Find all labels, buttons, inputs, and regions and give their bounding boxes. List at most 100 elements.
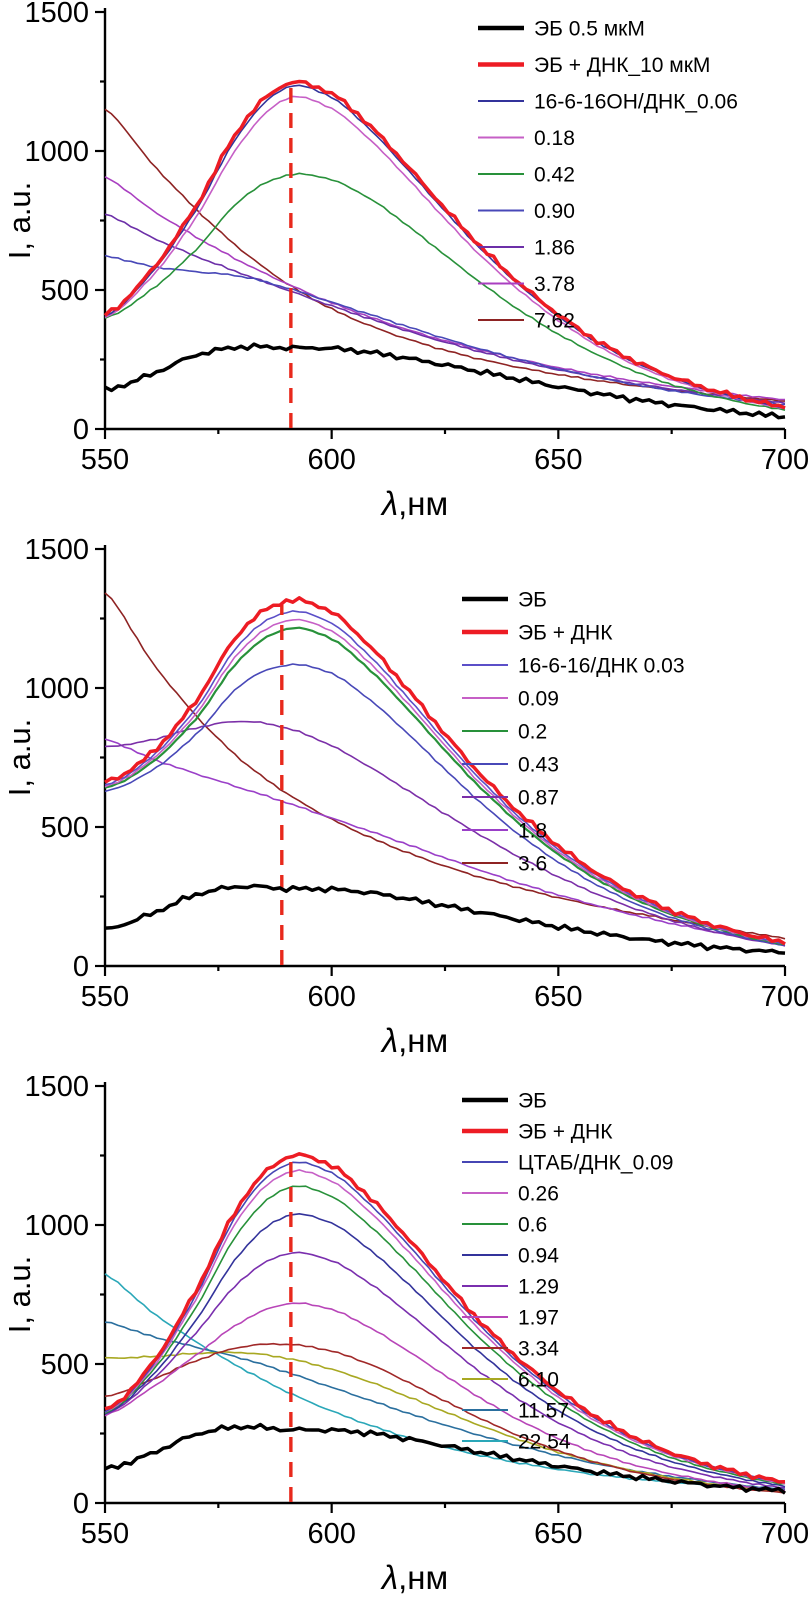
- y-tick-label: 0: [73, 951, 89, 983]
- legend-label: 11.57: [518, 1400, 569, 1423]
- legend-label: 0.42: [534, 164, 575, 187]
- y-axis-title: I, a.u.: [2, 1256, 37, 1334]
- legend-item: 6.10: [462, 1369, 559, 1392]
- y-tick-label: 1500: [24, 1074, 89, 1103]
- series-line: [104, 626, 786, 946]
- legend-label: 0.09: [518, 688, 559, 711]
- tick-marks: [95, 547, 787, 976]
- series-line: [104, 738, 786, 945]
- y-tick-label: 1000: [24, 136, 89, 168]
- legend-label: ЭБ + ДНК_10 мкМ: [534, 54, 710, 77]
- legend-item: 1.8: [462, 820, 547, 843]
- y-axis-title: I, a.u.: [2, 719, 37, 797]
- legend-label: ЭБ + ДНК: [518, 1121, 613, 1144]
- legend-label: 0.43: [518, 754, 559, 777]
- series-line: [104, 1422, 787, 1495]
- axes: [103, 545, 785, 968]
- series-line: [104, 1169, 786, 1485]
- legend-label: 1.8: [518, 820, 547, 843]
- legend: ЭБ 0.5 мкМ ЭБ + ДНК_10 мкМ 16-6-16OH/ДНК_0…: [478, 18, 738, 333]
- x-tick-label: 600: [307, 981, 355, 1013]
- legend-item: 0.2: [462, 721, 547, 744]
- y-tick-label: 1000: [24, 1210, 89, 1242]
- legend: ЭБ ЭБ + ДНК 16-6-16/ДНК 0.03 0.09 0.2 0.43 0.8…: [462, 589, 685, 876]
- series-line: [104, 663, 786, 947]
- series-line: [104, 1161, 786, 1484]
- x-tick-label: 550: [81, 1518, 129, 1550]
- series-line: [104, 254, 786, 406]
- legend-item: ЭБ 0.5 мкМ: [478, 18, 645, 41]
- legend-item: 16-6-16OH/ДНК_0.06: [478, 91, 738, 114]
- x-tick-label: 550: [81, 444, 129, 476]
- spectra-chart-svg: 550 600 650 700 0 500 1000 1500 λ,нм I, a.u. ЭБ ЭБ …: [2, 537, 809, 1059]
- series-line: [104, 342, 786, 420]
- series-line: [104, 172, 786, 411]
- series-line: [104, 1152, 786, 1484]
- series-line: [104, 592, 786, 940]
- legend-label: 3.6: [518, 853, 547, 876]
- x-axis-title: λ,нм: [380, 1559, 448, 1596]
- legend-item: 22.54: [462, 1431, 571, 1454]
- y-tick-label: 500: [41, 275, 89, 307]
- series-line: [104, 95, 786, 410]
- x-tick-label: 700: [761, 981, 809, 1013]
- legend-item: 3.6: [462, 853, 547, 876]
- legend-label: 1.86: [534, 237, 575, 260]
- tick-labels: 550 600 650 700 0 500 1000 1500: [24, 537, 809, 1013]
- series-line: [104, 213, 786, 405]
- legend-label: ЭБ + ДНК: [518, 622, 613, 645]
- x-tick-label: 600: [307, 444, 355, 476]
- legend-item: 0.94: [462, 1245, 559, 1268]
- legend-item: ЭБ + ДНК: [462, 622, 613, 645]
- chart-bottom-CTAB: 550 600 650 700 0 500 1000 1500 λ,нм I, a.u. ЭБ ЭБ …: [0, 1074, 810, 1611]
- legend-label: 22.54: [518, 1431, 571, 1454]
- spectra-chart-svg: 550 600 650 700 0 500 1000 1500 λ,нм I, a.u. ЭБ ЭБ …: [2, 1074, 809, 1596]
- legend-item: 0.87: [462, 787, 559, 810]
- legend-item: 1.86: [478, 237, 575, 260]
- x-axis-title: λ,нм: [380, 485, 448, 522]
- legend-item: 1.97: [462, 1307, 559, 1330]
- legend: ЭБ ЭБ + ДНК ЦТАБ/ДНК_0.09 0.26 0.6 0.94 1.29 1.…: [462, 1090, 673, 1454]
- y-axis-title: I, a.u.: [2, 182, 37, 260]
- legend-label: ЭБ 0.5 мкМ: [534, 18, 645, 41]
- legend-item: ЭБ + ДНК_10 мкМ: [478, 54, 710, 77]
- legend-label: 6.10: [518, 1369, 559, 1392]
- legend-label: 0.18: [534, 127, 575, 150]
- legend-item: 0.90: [478, 200, 575, 223]
- tick-labels: 550 600 650 700 0 500 1000 1500: [24, 1074, 809, 1550]
- legend-label: 1.29: [518, 1276, 559, 1299]
- legend-item: 0.43: [462, 754, 559, 777]
- legend-item: 0.09: [462, 688, 559, 711]
- legend-label: 0.87: [518, 787, 559, 810]
- series-line: [104, 883, 786, 955]
- series-line: [104, 596, 786, 946]
- legend-label: ЭБ: [518, 1090, 547, 1113]
- x-tick-label: 650: [534, 981, 582, 1013]
- x-tick-label: 650: [534, 1518, 582, 1550]
- legend-item: 16-6-16/ДНК 0.03: [462, 655, 685, 678]
- chart-top-16-6-16OH: 550 600 650 700 0 500 1000 1500 λ,нм I, a.u. ЭБ 0.…: [0, 0, 810, 537]
- spectra-chart-svg: 550 600 650 700 0 500 1000 1500 λ,нм I, a.u. ЭБ 0.…: [2, 0, 809, 522]
- x-tick-label: 700: [761, 444, 809, 476]
- tick-marks: [95, 1084, 787, 1513]
- legend-label: 3.34: [518, 1338, 559, 1361]
- x-tick-label: 650: [534, 444, 582, 476]
- legend-label: 7.62: [534, 310, 575, 333]
- y-tick-label: 0: [73, 414, 89, 446]
- tick-marks: [95, 10, 787, 439]
- y-tick-label: 500: [41, 1349, 89, 1381]
- legend-item: 0.6: [462, 1214, 547, 1237]
- chart-middle-16-6-16: 550 600 650 700 0 500 1000 1500 λ,нм I, a.u. ЭБ ЭБ …: [0, 537, 810, 1074]
- legend-item: ЦТАБ/ДНК_0.09: [462, 1152, 673, 1175]
- legend-item: 11.57: [462, 1400, 569, 1423]
- series-line: [104, 1185, 786, 1485]
- series-line: [104, 176, 786, 401]
- series-line: [104, 1213, 786, 1488]
- legend-item: ЭБ: [462, 1090, 547, 1113]
- y-tick-label: 1500: [24, 0, 89, 29]
- legend-label: 1.97: [518, 1307, 559, 1330]
- legend-item: 0.26: [462, 1183, 559, 1206]
- legend-item: 3.34: [462, 1338, 559, 1361]
- legend-label: 0.90: [534, 200, 575, 223]
